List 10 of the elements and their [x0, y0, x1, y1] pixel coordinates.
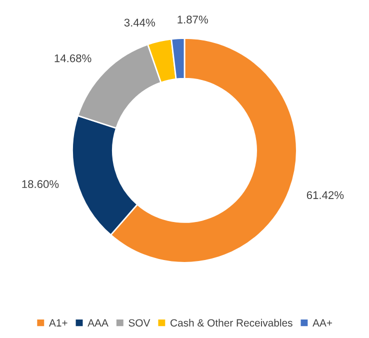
data-label: 61.42%	[306, 191, 344, 200]
data-label: 1.87%	[178, 16, 208, 24]
legend-label: SOV	[128, 319, 150, 327]
data-label: 14.68%	[54, 54, 92, 62]
data-label: 18.60%	[22, 180, 59, 188]
legend-label: AA+	[312, 319, 332, 326]
legend-label: AAA	[88, 319, 108, 326]
legend-label: Cash & Other Receivables	[170, 318, 292, 327]
data-label: 3.44%	[124, 18, 156, 27]
legend-label: A1+	[48, 319, 68, 326]
